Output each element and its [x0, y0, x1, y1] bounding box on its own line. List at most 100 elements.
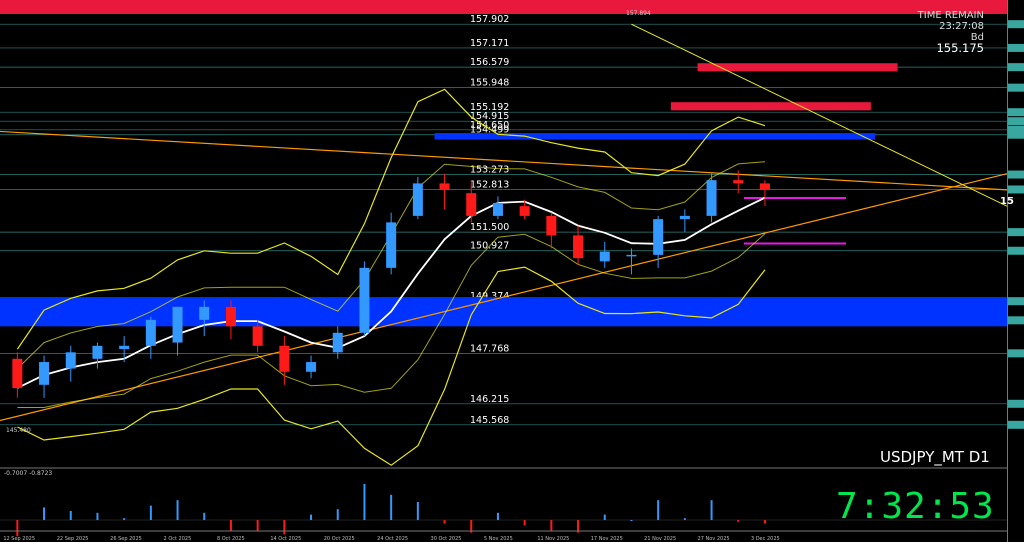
level-label: 153.273 — [470, 165, 509, 176]
histogram-bar — [390, 494, 393, 520]
histogram-bar — [550, 520, 553, 531]
candle-body — [39, 362, 50, 385]
top-resistance-bar — [0, 0, 1007, 14]
time-remain-value: 23:27:08 — [939, 21, 984, 32]
clock-display: 7:32:53 — [836, 486, 995, 527]
trendline-down — [0, 130, 1008, 191]
price-axis-tag — [1008, 43, 1024, 52]
low-marker: 145.480 — [6, 427, 31, 434]
level-label: 149.374 — [470, 291, 509, 302]
date-tick-label: 26 Sep 2025 — [110, 536, 142, 542]
histogram-bar — [310, 514, 313, 520]
histogram-bar — [363, 484, 366, 520]
upper-demand-zone — [434, 133, 875, 140]
histogram-bar — [630, 520, 633, 521]
price-axis-tag — [1008, 297, 1024, 306]
candle-body — [679, 215, 690, 220]
date-tick-label: 20 Oct 2025 — [324, 536, 355, 542]
price-axis-tag — [1008, 63, 1024, 72]
histogram-bar — [470, 520, 473, 533]
level-label: 152.813 — [470, 179, 509, 190]
level-label: 154.915 — [470, 111, 509, 122]
candle-body — [12, 358, 23, 389]
trendline-up — [0, 173, 1008, 422]
level-label: 145.568 — [470, 415, 509, 426]
price-axis-tag — [1008, 420, 1024, 429]
histogram-bar — [176, 500, 179, 520]
candle-body — [706, 180, 717, 216]
candle-body — [759, 183, 770, 190]
price-axis-tag — [1008, 83, 1024, 92]
candle-body — [519, 206, 530, 216]
date-tick-label: 30 Oct 2025 — [431, 536, 462, 542]
level-label: 154.650 — [470, 120, 509, 131]
histogram-bar — [203, 512, 206, 520]
histogram-bar — [123, 518, 126, 520]
side-marker: 15 — [1000, 196, 1014, 207]
price-axis-tag — [1008, 117, 1024, 126]
candle-body — [279, 345, 290, 372]
candle-body — [172, 306, 183, 343]
level-label: 157.902 — [470, 14, 509, 25]
histogram-bar — [416, 502, 419, 520]
date-tick-label: 27 Nov 2025 — [698, 536, 730, 542]
price-axis[interactable] — [1007, 0, 1024, 542]
symbol-label: USDJPY_MT D1 — [880, 448, 990, 466]
histogram-bar — [657, 500, 660, 520]
histogram-bar — [43, 507, 46, 520]
histogram-bar — [603, 514, 606, 520]
histogram-bar — [577, 520, 580, 533]
date-tick-label: 11 Nov 2025 — [537, 536, 569, 542]
level-label: 155.192 — [470, 102, 509, 113]
histogram-bar — [256, 520, 259, 531]
level-label: 156.579 — [470, 57, 509, 68]
candle-body — [466, 193, 477, 216]
candle-body — [199, 306, 210, 320]
candle-body — [599, 251, 610, 262]
histogram-bar — [336, 509, 339, 520]
indicator-header: -0.7007 -0.8723 — [4, 470, 53, 477]
time-remain-label: TIME REMAIN — [917, 10, 984, 21]
upper-band — [16, 88, 766, 350]
trendline-top — [631, 23, 1008, 207]
level-label: 147.768 — [470, 343, 509, 354]
candle-body — [92, 345, 103, 359]
date-tick-label: 3 Dec 2025 — [751, 536, 780, 542]
price-axis-tag — [1008, 228, 1024, 237]
histogram-bar — [496, 512, 499, 520]
date-tick-label: 24 Oct 2025 — [377, 536, 408, 542]
lower-band — [17, 266, 766, 466]
candle-body — [145, 319, 156, 346]
candle-body — [119, 345, 130, 350]
histogram-bar — [683, 518, 686, 520]
histogram-bar — [283, 520, 286, 535]
candle-body — [386, 222, 397, 268]
date-tick-label: 14 Oct 2025 — [270, 536, 301, 542]
candle-body — [252, 326, 263, 346]
histogram-bar — [229, 520, 232, 531]
date-tick-label: 12 Sep 2025 — [3, 536, 35, 542]
candle-body — [626, 254, 637, 257]
candle-body — [332, 332, 343, 353]
date-tick-label: 5 Nov 2025 — [484, 536, 513, 542]
price-axis-tag — [1008, 108, 1024, 117]
price-axis-tag — [1008, 246, 1024, 255]
level-label: 155.948 — [470, 78, 509, 89]
price-axis-tag — [1008, 185, 1024, 194]
moving-average — [17, 196, 766, 389]
candle-body — [225, 306, 236, 327]
candle-body — [359, 267, 370, 333]
time-remain-panel: TIME REMAIN 23:27:08 Bd 155.175 — [918, 10, 984, 54]
candle-body — [733, 180, 744, 184]
price-axis-tag — [1008, 125, 1024, 134]
price-axis-tag — [1008, 349, 1024, 358]
resistance-box — [670, 102, 871, 111]
bid-value: 155.175 — [936, 41, 984, 55]
candle-body — [412, 183, 423, 216]
histogram-bar — [149, 505, 152, 520]
price-axis-tag — [1008, 170, 1024, 179]
candle-body — [653, 219, 664, 255]
histogram-bar — [523, 520, 526, 526]
